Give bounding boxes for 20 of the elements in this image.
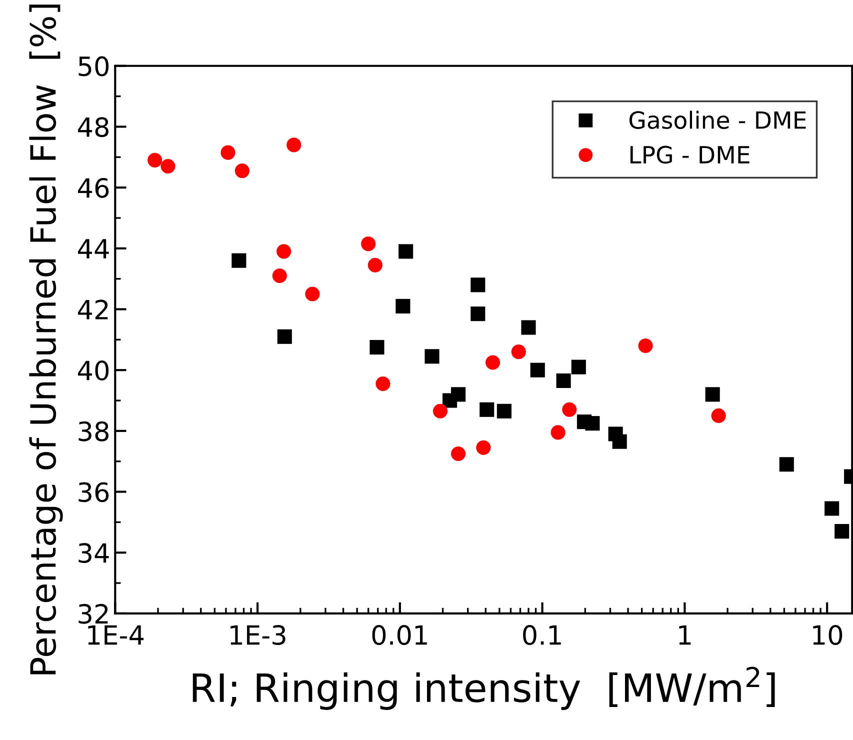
y-tick-label: 50 xyxy=(78,56,109,76)
y-tick-label: 38 xyxy=(78,421,108,442)
y-tick-label: 48 xyxy=(78,117,108,138)
x-tick-label: 1E-4 xyxy=(88,625,144,645)
y-tick-label: 40 xyxy=(78,360,109,380)
y-axis-title: Percentage of Unburned Fuel Flow [%] xyxy=(29,4,63,674)
y-tick-label: 46 xyxy=(78,178,109,198)
x-tick-label: 10 xyxy=(813,625,842,645)
y-tick-label: 36 xyxy=(78,482,109,502)
y-tick-label: 42 xyxy=(78,300,108,320)
x-tick-label: 0.1 xyxy=(523,625,561,645)
legend-label: LPG - DME xyxy=(630,146,750,164)
legend-label: Gasoline - DME xyxy=(629,110,806,129)
x-tick-label: 1E-3 xyxy=(230,625,286,645)
y-tick-label: 34 xyxy=(78,543,109,564)
x-tick-label: 0.01 xyxy=(372,625,427,645)
x-tick-label: 1 xyxy=(679,625,691,645)
y-tick-label: 44 xyxy=(78,239,109,258)
y-tick-label: 32 xyxy=(78,604,108,624)
x-axis-title: RI; Ringing intensity [MW/m$^{2}$] xyxy=(192,666,775,710)
